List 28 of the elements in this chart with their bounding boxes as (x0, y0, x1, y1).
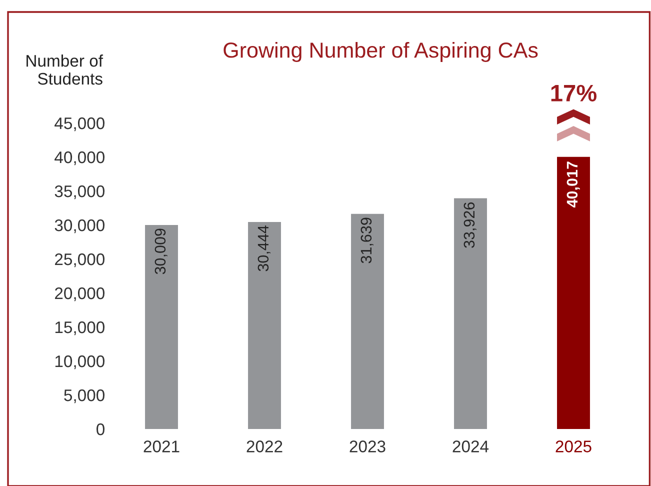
y-tick-label: 40,000 (54, 151, 104, 166)
bar (248, 222, 281, 429)
y-tick-label: 0 (96, 423, 104, 436)
chart-title: Growing Number of Aspiring CAs (224, 42, 538, 62)
bar (351, 214, 384, 429)
bar (454, 198, 487, 429)
text: 17% (551, 84, 597, 102)
data-label: 30,444 (258, 226, 270, 272)
x-tick-label: 2025 (556, 440, 592, 452)
y-tick-label: 20,000 (55, 287, 104, 302)
bar (145, 224, 178, 429)
data-label: 40,017 (566, 162, 580, 208)
x-tick-label: 2023 (350, 440, 386, 452)
y-tick-label: 25,000 (55, 253, 104, 268)
bar (557, 156, 590, 429)
data-label: 31,639 (360, 218, 374, 264)
data-label: 33,926 (464, 202, 476, 248)
y-tick-label: 5,000 (64, 389, 104, 404)
y-tick-label: 35,000 (54, 185, 104, 200)
y-tick-label: 15,000 (55, 321, 104, 336)
y-tick-label: 30,000 (54, 219, 104, 234)
y-tick-label: 10,000 (55, 355, 104, 370)
y-axis-title: Number of Students (26, 54, 104, 85)
y-tick-label: 45,000 (54, 117, 104, 132)
x-tick-label: 2021 (144, 440, 180, 452)
data-label: 30,009 (154, 228, 168, 274)
x-tick-label: 2024 (452, 440, 489, 452)
x-tick-label: 2022 (246, 440, 282, 452)
